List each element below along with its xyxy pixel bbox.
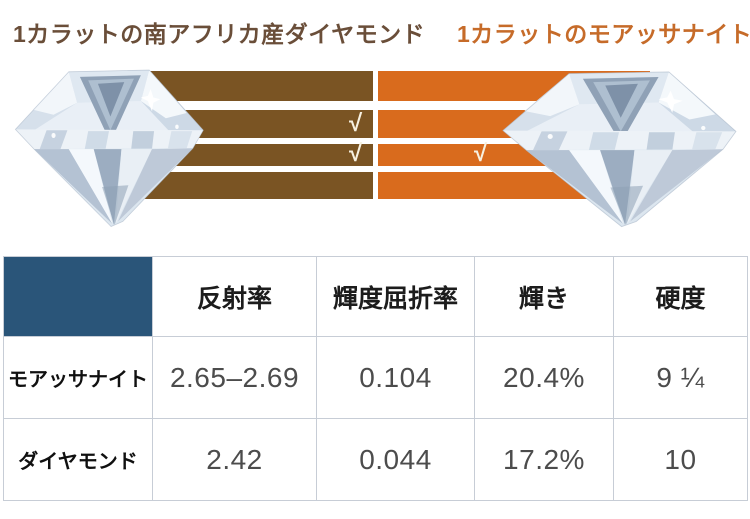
- properties-table: 反射率 輝度屈折率 輝き 硬度 モアッサナイト 2.65–2.69 0.104 …: [3, 256, 748, 501]
- moissanite-brilliance-refraction: 0.104: [316, 336, 475, 419]
- check-mark-icon: √: [474, 140, 488, 167]
- diamond-hardness: 10: [613, 418, 748, 501]
- check-mark-icon: √: [349, 110, 363, 137]
- row-label-diamond: ダイヤモンド: [3, 418, 153, 501]
- table-row-diamond: ダイヤモンド 2.42 0.044 17.2% 10: [3, 418, 748, 501]
- table-corner-cell: [3, 256, 153, 337]
- diamond-photo-icon: [14, 69, 204, 227]
- row-label-moissanite: モアッサナイト: [3, 336, 153, 419]
- header-hardness: 硬度: [613, 256, 748, 337]
- diamond-reflectance: 2.42: [152, 418, 317, 501]
- table-row-moissanite: モアッサナイト 2.65–2.69 0.104 20.4% 9 ¼: [3, 336, 748, 419]
- header-sparkle: 輝き: [474, 256, 614, 337]
- check-mark-icon: √: [349, 140, 363, 167]
- right-product-title: 1カラットのモアッサナイト: [457, 21, 750, 47]
- table-header-row: 反射率 輝度屈折率 輝き 硬度: [3, 256, 748, 337]
- moissanite-photo-icon: [502, 71, 737, 228]
- moissanite-sparkle: 20.4%: [474, 336, 614, 419]
- left-product-title: 1カラットの南アフリカ産ダイヤモンド: [13, 21, 426, 47]
- moissanite-reflectance: 2.65–2.69: [152, 336, 317, 419]
- diamond-brilliance-refraction: 0.044: [316, 418, 475, 501]
- header-brilliance-refraction: 輝度屈折率: [316, 256, 475, 337]
- moissanite-hardness: 9 ¼: [613, 336, 748, 419]
- header-reflectance: 反射率: [152, 256, 317, 337]
- diamond-sparkle: 17.2%: [474, 418, 614, 501]
